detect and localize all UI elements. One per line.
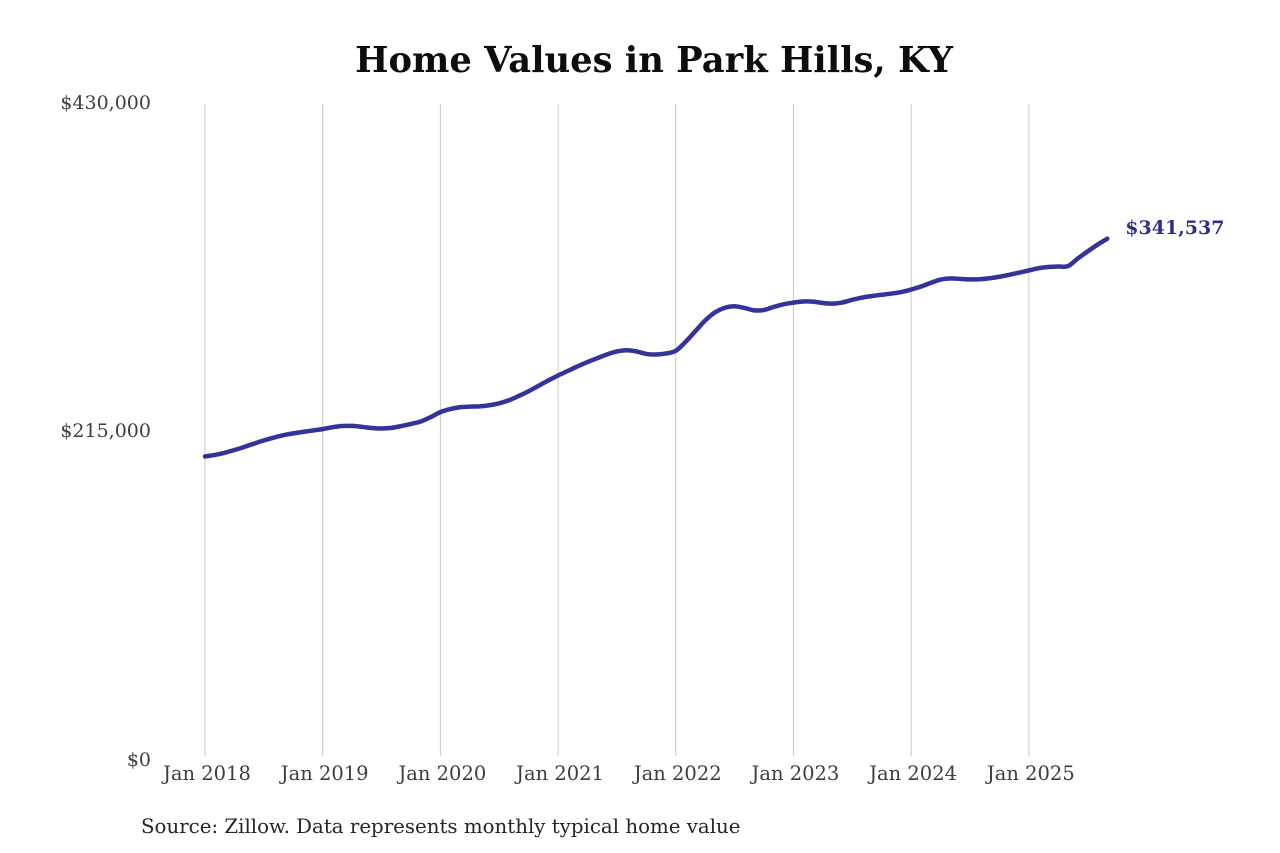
x-tick-label: Jan 2019 (280, 762, 369, 785)
x-tick-label: Jan 2025 (986, 762, 1075, 785)
y-tick-label: $0 (126, 748, 151, 771)
y-tick-label: $215,000 (60, 420, 151, 442)
source-note: Source: Zillow. Data represents monthly … (141, 814, 741, 838)
x-tick-label: Jan 2022 (633, 762, 722, 785)
x-tick-label: Jan 2018 (163, 762, 251, 785)
x-tick-label: Jan 2024 (869, 762, 958, 785)
y-tick-label: $430,000 (60, 91, 151, 114)
x-tick-label: Jan 2020 (398, 762, 487, 785)
chart-title: Home Values in Park Hills, KY (355, 40, 953, 81)
x-tick-label: Jan 2021 (516, 762, 604, 785)
home-value-line (202, 236, 1110, 459)
latest-value-label: $341,537 (1125, 217, 1225, 240)
x-tick-label: Jan 2023 (751, 762, 840, 785)
